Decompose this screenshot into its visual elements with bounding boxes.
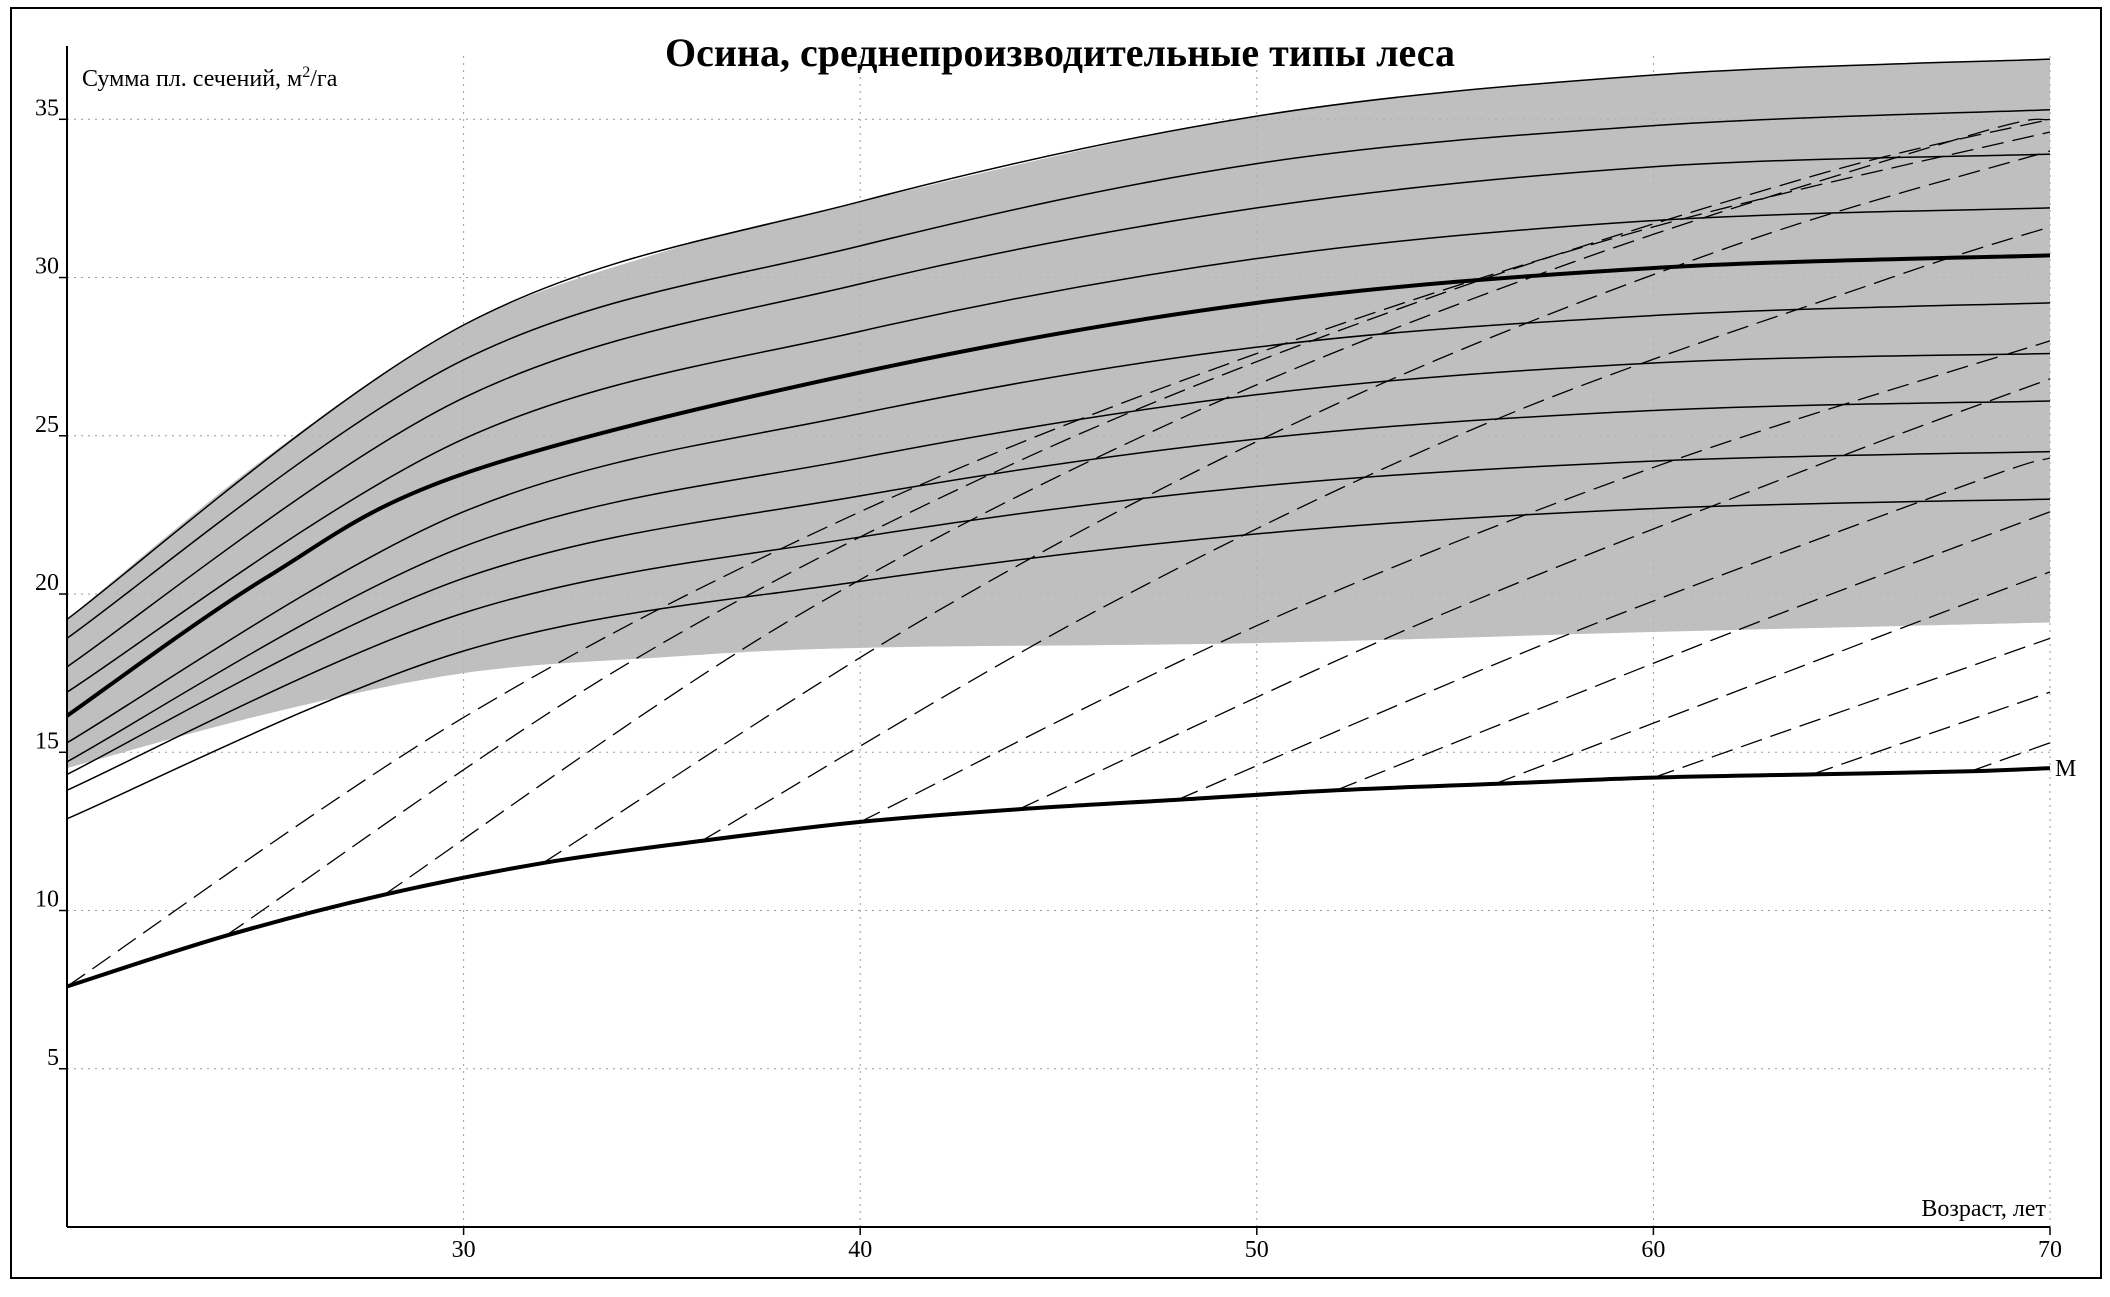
y-tick-label: 15 [35,728,59,754]
y-tick-label: 35 [35,95,59,121]
dashed-line [383,118,2051,896]
y-label-text: Сумма пл. сечений, м [82,66,302,92]
line [66,153,2051,668]
x-tick-label: 40 [848,1237,872,1263]
line [66,352,2051,763]
dashed-line [701,226,2051,842]
dashed-line [1653,637,2051,779]
dashed-line [66,131,2051,988]
dashed-line [859,340,2051,823]
dashed-line [1811,691,2051,776]
line [66,109,2051,639]
x-axis-label: Возраст, лет [1921,1196,2046,1222]
line [66,302,2051,744]
series-label: M [2055,756,2076,782]
dashed-line [542,150,2051,864]
line [66,766,2051,989]
y-tick-label: 10 [35,887,59,913]
x-tick-label: 60 [1641,1237,1665,1263]
y-label-sup: 2 [302,64,310,81]
band [67,59,2050,769]
dashed-line [1970,742,2051,772]
y-tick-label: 5 [47,1045,59,1071]
dashed-line [1335,511,2051,791]
y-label-suffix: /га [310,66,338,92]
y-axis-label: Сумма пл. сечений, м2/га [82,64,338,92]
dashed-line [1018,378,2051,810]
chart-title: Осина, среднепроизводительные типы леса [665,30,1455,75]
y-tick-label: 20 [35,570,59,596]
frame [10,7,2102,1279]
line [66,400,2051,776]
dashed-line [1494,571,2051,785]
x-tick-label: 30 [452,1237,476,1263]
y-tick-label: 25 [35,412,59,438]
x-tick-label: 50 [1245,1237,1269,1263]
line [66,450,2051,791]
line [66,207,2051,693]
y-tick-label: 30 [35,254,59,280]
dashed-line [225,118,2051,937]
x-tick-label: 70 [2038,1237,2062,1263]
line [66,498,2051,820]
line [66,58,2051,620]
line [65,253,2051,718]
